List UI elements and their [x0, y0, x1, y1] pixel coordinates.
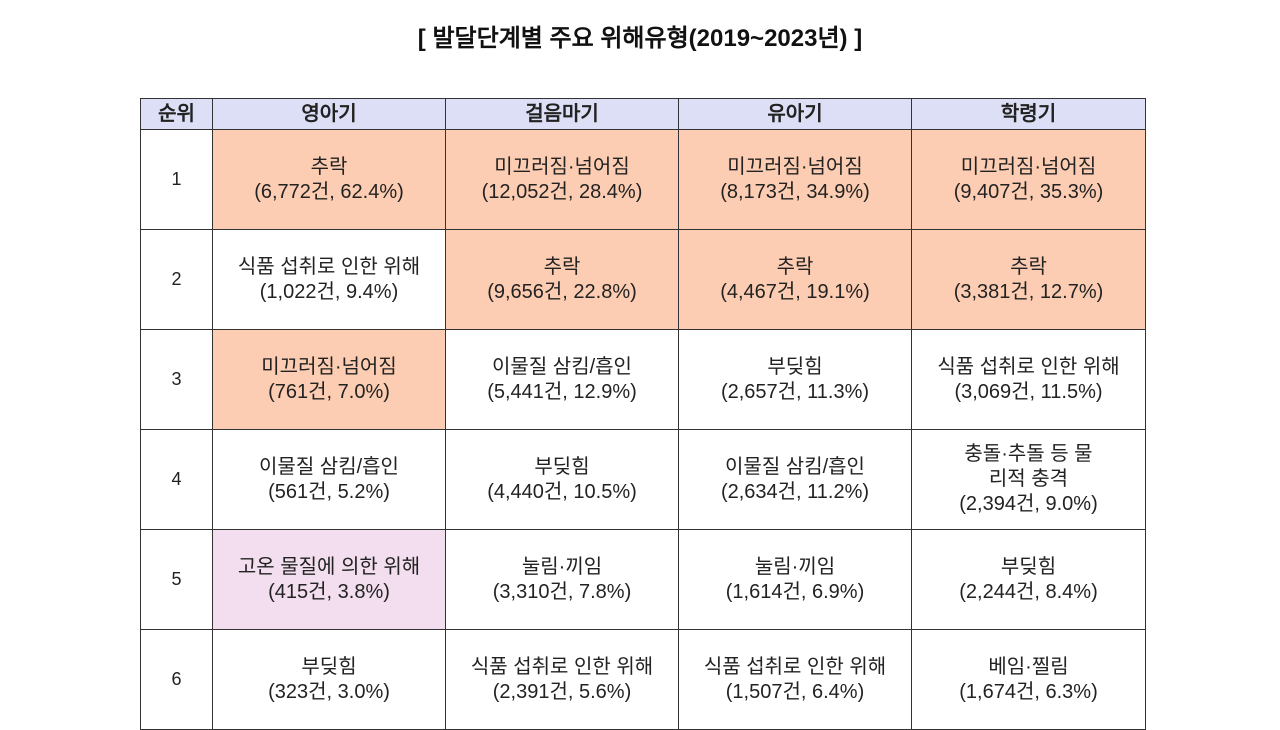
hazard-cell: 추락 (3,381건, 12.7%) — [911, 229, 1146, 330]
hazard-name: 이물질 삼킴/흡인 — [492, 355, 632, 378]
hazard-count-share: (4,440건, 10.5%) — [487, 480, 637, 503]
hazard-count-share: (2,391건, 5.6%) — [492, 680, 632, 703]
hazard-name: 미끄러짐·넘어짐 — [261, 355, 397, 378]
hazard-name: 미끄러짐·넘어짐 — [960, 155, 1097, 178]
header-rank: 순위 — [140, 98, 213, 130]
table-row: 4 이물질 삼킴/흡인 (561건, 5.2%) 부딪힘 (4,440건, 10.5%)… — [140, 429, 1146, 530]
hazard-count-share: (3,069건, 11.5%) — [954, 380, 1103, 403]
hazard-name: 고온 물질에 의한 위해 — [237, 555, 421, 578]
hazard-count-share: (6,772건, 62.4%) — [254, 180, 404, 203]
document-title: [ 발달단계별 주요 위해유형(2019~2023년) ] — [417, 25, 863, 52]
hazard-cell: 식품 섭취로 인한 위해 (3,069건, 11.5%) — [911, 329, 1146, 430]
hazard-name: 추락 — [543, 255, 581, 278]
hazard-count-share: (2,657건, 11.3%) — [720, 380, 870, 403]
hazard-name: 충돌·추돌 등 물리적 충격 — [964, 443, 1093, 490]
hazard-name: 부딪힘 — [301, 655, 357, 678]
hazard-cell: 미끄러짐·넘어짐 (9,407건, 35.3%) — [911, 129, 1146, 230]
hazard-count-share: (2,634건, 11.2%) — [720, 480, 870, 503]
hazard-cell: 추락 (4,467건, 19.1%) — [678, 229, 912, 330]
table-row: 1 추락 (6,772건, 62.4%) 미끄러짐·넘어짐 (12,052건, 28.4… — [140, 129, 1146, 230]
hazard-cell: 고온 물질에 의한 위해 (415건, 3.8%) — [212, 529, 446, 630]
hazard-count-share: (12,052건, 28.4%) — [481, 180, 643, 203]
hazard-count-share: (9,656건, 22.8%) — [487, 280, 637, 303]
hazard-cell: 부딪힘 (323건, 3.0%) — [212, 629, 446, 730]
hazard-count-share: (5,441건, 12.9%) — [487, 380, 637, 403]
hazard-name: 추락 — [1010, 255, 1047, 278]
hazard-count-share: (3,381건, 12.7%) — [953, 280, 1104, 303]
hazard-count-share: (761건, 7.0%) — [268, 380, 390, 403]
hazard-name: 식품 섭취로 인한 위해 — [237, 255, 421, 278]
rank-cell: 4 — [140, 429, 213, 530]
hazard-cell: 부딪힘 (4,440건, 10.5%) — [445, 429, 679, 530]
hazard-count-share: (3,310건, 7.8%) — [492, 580, 632, 603]
hazard-cell: 이물질 삼킴/흡인 (2,634건, 11.2%) — [678, 429, 912, 530]
hazard-cell: 눌림·끼임 (1,614건, 6.9%) — [678, 529, 912, 630]
hazard-name: 눌림·끼임 — [521, 555, 603, 578]
hazard-name: 부딪힘 — [767, 355, 823, 378]
rank-cell: 3 — [140, 329, 213, 430]
hazard-name: 이물질 삼킴/흡인 — [259, 455, 399, 478]
header-preschool: 유아기 — [678, 98, 912, 130]
hazard-cell: 눌림·끼임 (3,310건, 7.8%) — [445, 529, 679, 630]
hazard-name: 이물질 삼킴/흡인 — [725, 455, 865, 478]
hazard-cell: 부딪힘 (2,244건, 8.4%) — [911, 529, 1146, 630]
header-toddler: 걸음마기 — [445, 98, 679, 130]
hazard-count-share: (415건, 3.8%) — [268, 580, 390, 603]
hazard-name: 부딪힘 — [1000, 555, 1057, 578]
hazard-count-share: (2,244건, 8.4%) — [959, 580, 1098, 603]
header-infant: 영아기 — [212, 98, 446, 130]
table-row: 3 미끄러짐·넘어짐 (761건, 7.0%) 이물질 삼킴/흡인 (5,441건, 1… — [140, 329, 1146, 430]
header-row: 순위 영아기 걸음마기 유아기 학령기 — [140, 98, 1146, 130]
hazard-name: 식품 섭취로 인한 위해 — [470, 655, 654, 678]
table-row: 2 식품 섭취로 인한 위해 (1,022건, 9.4%) 추락 (9,656건, 22… — [140, 229, 1146, 330]
hazard-cell: 식품 섭취로 인한 위해 (1,022건, 9.4%) — [212, 229, 446, 330]
hazard-cell: 추락 (6,772건, 62.4%) — [212, 129, 446, 230]
hazard-name: 눌림·끼임 — [754, 555, 836, 578]
hazard-cell: 식품 섭취로 인한 위해 (1,507건, 6.4%) — [678, 629, 912, 730]
hazard-name: 식품 섭취로 인한 위해 — [703, 655, 887, 678]
hazard-count-share: (1,507건, 6.4%) — [725, 680, 865, 703]
hazard-cell: 이물질 삼킴/흡인 (561건, 5.2%) — [212, 429, 446, 530]
rank-cell: 1 — [140, 129, 213, 230]
hazard-cell: 미끄러짐·넘어짐 (8,173건, 34.9%) — [678, 129, 912, 230]
hazard-name: 식품 섭취로 인한 위해 — [937, 355, 1120, 378]
hazard-count-share: (2,394건, 9.0%) — [959, 493, 1098, 515]
table-row: 6 부딪힘 (323건, 3.0%) 식품 섭취로 인한 위해 (2,391건, 5.6… — [140, 629, 1146, 730]
hazard-cell: 베임·찔림 (1,674건, 6.3%) — [911, 629, 1146, 730]
hazard-cell: 부딪힘 (2,657건, 11.3%) — [678, 329, 912, 430]
hazard-cell: 이물질 삼킴/흡인 (5,441건, 12.9%) — [445, 329, 679, 430]
hazard-count-share: (561건, 5.2%) — [268, 480, 390, 503]
hazard-count-share: (9,407건, 35.3%) — [953, 180, 1104, 203]
hazard-cell: 충돌·추돌 등 물리적 충격 (2,394건, 9.0%) — [911, 429, 1146, 530]
header-school-age: 학령기 — [911, 98, 1146, 130]
rank-cell: 5 — [140, 529, 213, 630]
hazard-name: 베임·찔림 — [988, 655, 1069, 678]
hazard-cell: 미끄러짐·넘어짐 (12,052건, 28.4%) — [445, 129, 679, 230]
hazard-name: 미끄러짐·넘어짐 — [494, 155, 630, 178]
hazard-name: 부딪힘 — [534, 455, 590, 478]
hazard-type-table: 순위 영아기 걸음마기 유아기 학령기 1 추락 (6,772건, 62.4%) 미끄… — [140, 98, 1146, 730]
rank-cell: 6 — [140, 629, 213, 730]
hazard-name: 미끄러짐·넘어짐 — [727, 155, 863, 178]
hazard-name: 추락 — [776, 255, 814, 278]
hazard-count-share: (4,467건, 19.1%) — [720, 280, 870, 303]
hazard-count-share: (1,614건, 6.9%) — [725, 580, 865, 603]
hazard-cell: 식품 섭취로 인한 위해 (2,391건, 5.6%) — [445, 629, 679, 730]
hazard-name: 추락 — [310, 155, 348, 178]
hazard-cell: 미끄러짐·넘어짐 (761건, 7.0%) — [212, 329, 446, 430]
hazard-count-share: (8,173건, 34.9%) — [720, 180, 870, 203]
table-row: 5 고온 물질에 의한 위해 (415건, 3.8%) 눌림·끼임 (3,310건, 7… — [140, 529, 1146, 630]
hazard-count-share: (1,674건, 6.3%) — [959, 680, 1098, 703]
rank-cell: 2 — [140, 229, 213, 330]
hazard-count-share: (1,022건, 9.4%) — [259, 280, 399, 303]
hazard-count-share: (323건, 3.0%) — [268, 680, 390, 703]
hazard-cell: 추락 (9,656건, 22.8%) — [445, 229, 679, 330]
